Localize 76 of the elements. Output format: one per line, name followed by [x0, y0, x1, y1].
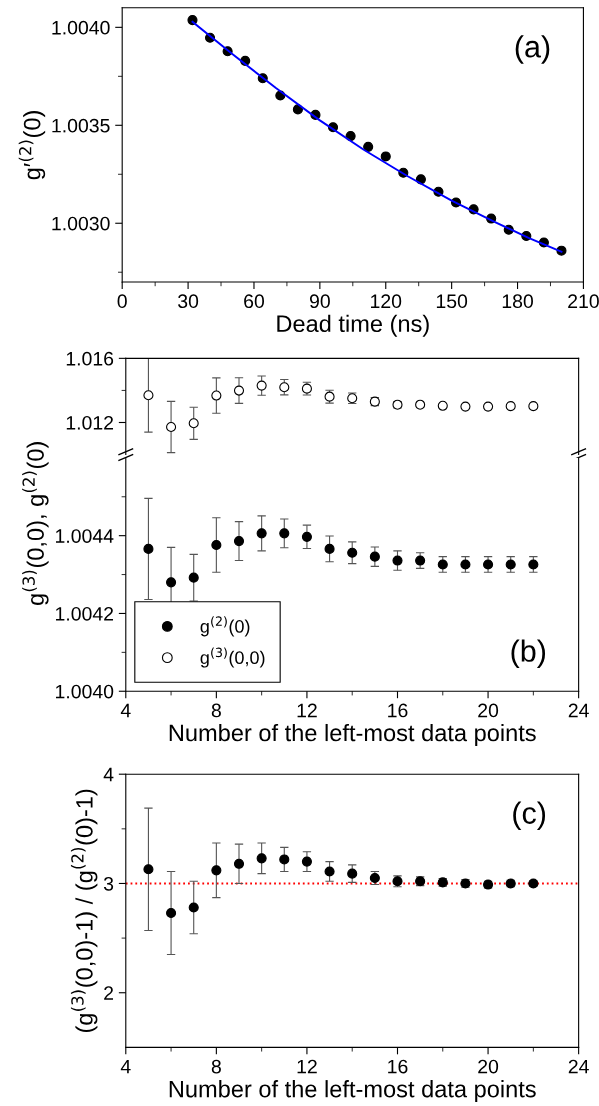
- y-tick-label: 1.012: [66, 415, 114, 430]
- y-tick-label: 1.0035: [52, 118, 110, 133]
- x-tick-label: 20: [478, 1059, 499, 1074]
- x-axis-title: Number of the left-most data points: [169, 1080, 536, 1103]
- point: [347, 547, 358, 558]
- x-tick-label: 16: [388, 1059, 408, 1074]
- y-tick-label: 3: [103, 876, 114, 891]
- point: [233, 385, 245, 396]
- point: [211, 865, 222, 876]
- point: [166, 577, 177, 588]
- x-tick-label: 20: [478, 703, 499, 718]
- point: [188, 572, 199, 583]
- x-tick-label: 8: [211, 1059, 221, 1074]
- point: [143, 390, 154, 401]
- x-tick-label: 30: [178, 294, 199, 309]
- x-tick-label: 120: [371, 294, 402, 309]
- series-label: g$^{(2)}$(0): [200, 616, 250, 637]
- point: [528, 401, 539, 412]
- point: [392, 555, 403, 566]
- point: [211, 390, 222, 401]
- x-axis-title: Dead time (ns): [277, 314, 429, 337]
- y-tick-label: 1.016: [66, 351, 114, 366]
- y-tick-label: 2: [104, 986, 114, 1000]
- annotation: (b): [511, 639, 546, 668]
- point: [347, 868, 358, 879]
- x-tick-label: 180: [502, 294, 533, 309]
- x-tick-label: 16: [388, 703, 408, 718]
- x-tick-label: 90: [309, 294, 330, 309]
- point: [188, 418, 199, 429]
- point: [505, 401, 516, 412]
- x-tick-label: 24: [568, 1059, 589, 1074]
- y-tick-label: 4: [103, 767, 114, 782]
- point: [256, 853, 267, 864]
- point: [166, 907, 177, 919]
- annotation: (a): [515, 35, 550, 64]
- point: [460, 401, 471, 412]
- y-axis-title: g′$^{(2)}$(0): [18, 111, 46, 180]
- x-tick-label: 4: [120, 703, 131, 718]
- x-tick-label: 60: [244, 294, 265, 309]
- annotation: (c): [513, 801, 546, 830]
- y-tick-label: 1.0044: [56, 529, 114, 543]
- point: [211, 539, 222, 551]
- point: [279, 528, 290, 539]
- x-axis-title: Number of the left-most data points: [169, 723, 536, 746]
- point: [256, 380, 267, 391]
- point: [369, 551, 380, 562]
- y-axis-title: g$^{(3)}$(0,0), g$^{(2)}$(0): [22, 442, 49, 605]
- x-tick-label: 210: [568, 294, 599, 309]
- point: [324, 543, 335, 554]
- point: [301, 531, 312, 542]
- legend-label: g$^{(3)}$(0,0): [200, 647, 265, 668]
- x-tick-label: 12: [297, 703, 317, 718]
- point: [279, 382, 290, 393]
- point: [233, 536, 245, 547]
- point: [324, 866, 335, 877]
- x-tick-label: 150: [436, 294, 468, 309]
- x-tick-label: 12: [297, 1059, 317, 1074]
- x-tick-label: 24: [568, 703, 589, 718]
- point: [380, 151, 391, 162]
- point: [166, 421, 177, 433]
- point: [188, 902, 199, 913]
- x-tick-label: 4: [120, 1059, 131, 1074]
- x-tick-label: 0: [117, 294, 127, 309]
- point: [143, 864, 154, 875]
- x-tick-label: 8: [211, 703, 221, 718]
- point: [143, 543, 154, 554]
- point: [233, 858, 245, 869]
- point: [363, 141, 374, 152]
- point: [256, 528, 267, 539]
- point: [279, 854, 290, 865]
- y-axis-title: (g$^{(3)}$(0,0)-1) / (g$^{(2)}$(0)-1): [70, 789, 98, 1033]
- y-tick-label: 1.0030: [52, 216, 110, 231]
- y-tick-label: 1.0040: [56, 684, 114, 699]
- point: [301, 856, 312, 867]
- y-tick-label: 1.0040: [52, 20, 110, 35]
- y-tick-label: 1.0042: [56, 606, 114, 621]
